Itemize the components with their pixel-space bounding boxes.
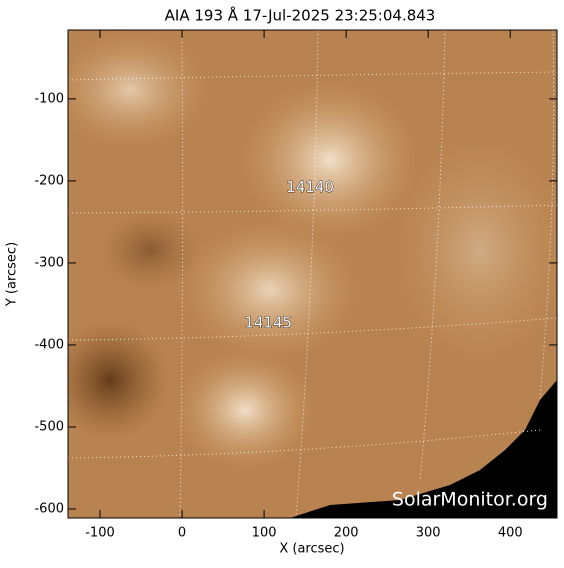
x-tick-label: 0 xyxy=(178,526,186,541)
y-tick-label: -600 xyxy=(34,501,64,516)
y-tick-label: -100 xyxy=(34,91,64,106)
y-axis-label: Y (arcsec) xyxy=(5,242,20,307)
solar-image xyxy=(68,30,557,518)
region-label: 14145 xyxy=(244,313,292,331)
watermark: SolarMonitor.org xyxy=(392,489,548,511)
plot-frame xyxy=(67,29,558,519)
x-tick-label: 400 xyxy=(498,526,523,541)
y-tick-label: -200 xyxy=(34,173,64,188)
x-tick-label: 300 xyxy=(416,526,441,541)
x-axis-label: X (arcsec) xyxy=(279,542,344,557)
y-tick-label: -500 xyxy=(34,419,64,434)
x-tick-label: -100 xyxy=(85,526,115,541)
chart-title: AIA 193 Å 17-Jul-2025 23:25:04.843 xyxy=(165,6,436,25)
y-tick-label: -400 xyxy=(34,337,64,352)
x-tick-label: 200 xyxy=(334,526,359,541)
x-tick-label: 100 xyxy=(252,526,277,541)
region-label: 14140 xyxy=(286,178,334,196)
y-tick-label: -300 xyxy=(34,255,64,270)
